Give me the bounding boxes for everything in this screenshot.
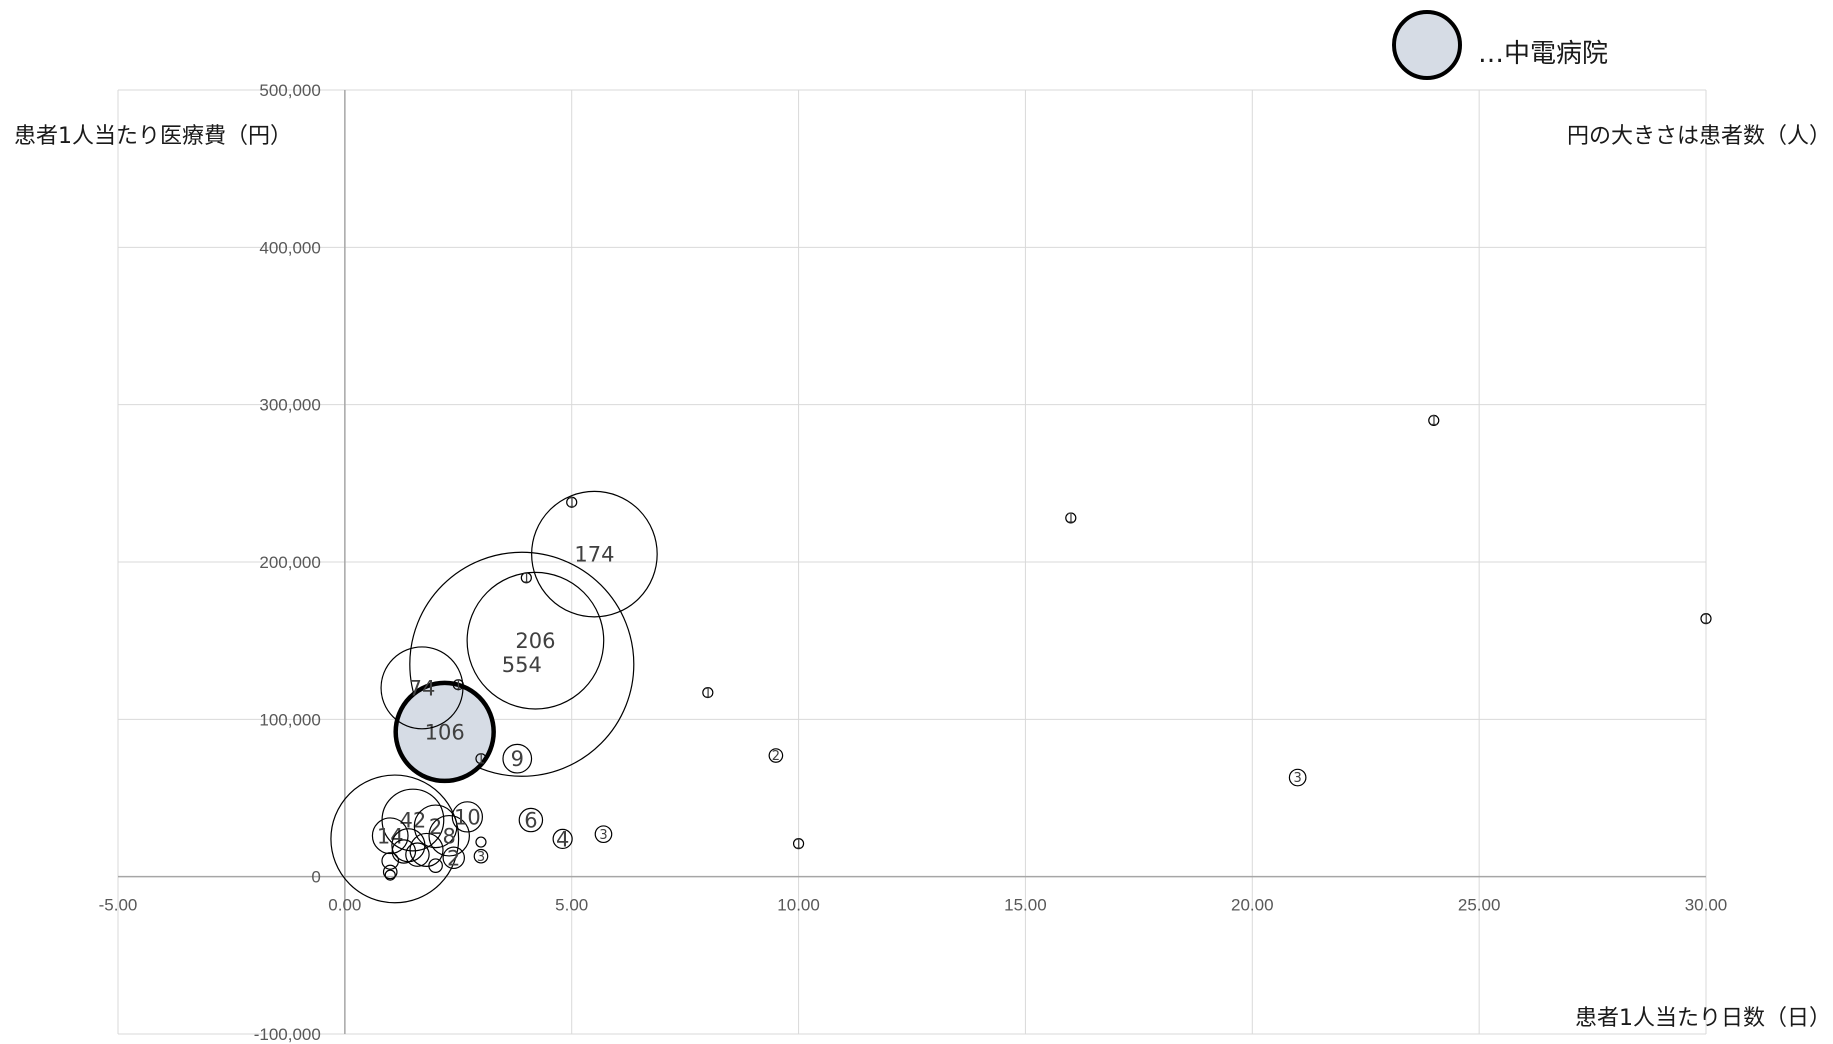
x-tick-label: -5.00	[99, 896, 138, 915]
bubble-label: 206	[515, 629, 555, 653]
bubble	[384, 869, 396, 881]
x-tick-label: 5.00	[555, 896, 588, 915]
bubble-label: 3	[599, 828, 607, 843]
bubble-label: 554	[502, 653, 542, 677]
bubble	[792, 838, 805, 850]
bubble	[475, 836, 487, 848]
bubble	[566, 496, 578, 508]
bubble	[473, 848, 489, 864]
y-axis-label: 患者1人当たり医療費（円）	[14, 124, 292, 149]
y-tick-label: 300,000	[259, 396, 320, 415]
y-tick-label: 400,000	[259, 238, 320, 257]
bubble-label: 42	[400, 809, 427, 833]
bubble-label: 3	[477, 850, 485, 865]
x-tick-label: 20.00	[1231, 896, 1274, 915]
y-tick-label: 500,000	[259, 81, 320, 100]
legend	[1392, 10, 1462, 80]
bubble	[428, 814, 470, 857]
bubble	[552, 828, 573, 850]
tick-labels: -5.00 0.00 5.00 10.00 15.00 20.00 25.00 30.00 -1…	[99, 81, 1728, 1044]
bubble-label: 4	[556, 827, 569, 851]
bubble	[520, 572, 532, 584]
bubble	[380, 646, 464, 730]
legend-label: …中電病院	[1478, 39, 1609, 69]
x-axis-label: 患者1人当たり日数（日）	[1575, 1006, 1831, 1031]
bubble-label: 2	[772, 749, 780, 764]
bubble	[409, 832, 444, 868]
bubble	[1428, 414, 1440, 426]
bubble	[391, 839, 417, 864]
bubble	[1288, 768, 1307, 787]
bubble	[371, 817, 409, 855]
bubble-label: 1	[704, 686, 712, 701]
bubble-label: 106	[425, 720, 465, 744]
bubble	[518, 807, 544, 833]
bubble	[466, 571, 605, 710]
bubble	[330, 774, 460, 904]
bubble	[502, 743, 533, 774]
bubble-label: 10	[454, 805, 481, 829]
bubble-label: 3	[1294, 771, 1302, 786]
legend-marker	[1392, 10, 1462, 80]
bubble	[428, 858, 443, 873]
bubble	[475, 753, 487, 765]
bubble-label: 14	[377, 824, 404, 848]
bubble-label: 1	[1067, 512, 1075, 527]
bubble-label: 1	[1430, 414, 1438, 429]
bubble	[594, 825, 613, 844]
bubble	[768, 748, 784, 763]
bubble	[702, 686, 714, 699]
bubble-label: 74	[409, 676, 436, 700]
bubble	[452, 679, 464, 691]
axes	[118, 90, 1706, 1034]
bubble-label: 2	[429, 815, 442, 839]
bubble-label: 1	[454, 678, 462, 693]
bubble-size-note: 円の大きさは患者数（人）	[1566, 124, 1831, 149]
bubble	[451, 801, 484, 833]
x-tick-label: 25.00	[1458, 896, 1501, 915]
bubble-label: 1	[1702, 612, 1710, 627]
bubble	[382, 864, 398, 880]
y-tick-label: 0	[311, 868, 320, 887]
bubble	[531, 490, 658, 618]
bubble-label: 2	[447, 846, 460, 870]
x-tick-label: 0.00	[328, 896, 361, 915]
bubble	[1700, 613, 1712, 625]
bubble-label: 1	[568, 496, 576, 511]
bubble	[409, 551, 635, 777]
bubble	[381, 852, 400, 870]
x-tick-label: 10.00	[777, 896, 820, 915]
bubble	[442, 846, 465, 870]
bubble-label: 1	[477, 752, 485, 767]
x-tick-label: 30.00	[1685, 896, 1728, 915]
bubble-label: 8	[443, 824, 456, 848]
bubble-label: 9	[511, 747, 524, 771]
bubble	[413, 804, 458, 849]
y-tick-label: -100,000	[254, 1025, 321, 1044]
y-tick-label: 200,000	[259, 553, 320, 572]
y-tick-label: 100,000	[259, 710, 320, 729]
bubble-label: 1	[522, 571, 530, 586]
grid-lines	[117, 89, 1707, 1035]
bubble-label: 1	[794, 837, 802, 852]
bubble-label: 6	[524, 809, 537, 833]
bubble-label: 174	[574, 543, 614, 567]
bubble	[405, 842, 430, 867]
bubble	[1065, 512, 1077, 524]
x-tick-label: 15.00	[1004, 896, 1047, 915]
highlight-bubble	[393, 680, 496, 784]
